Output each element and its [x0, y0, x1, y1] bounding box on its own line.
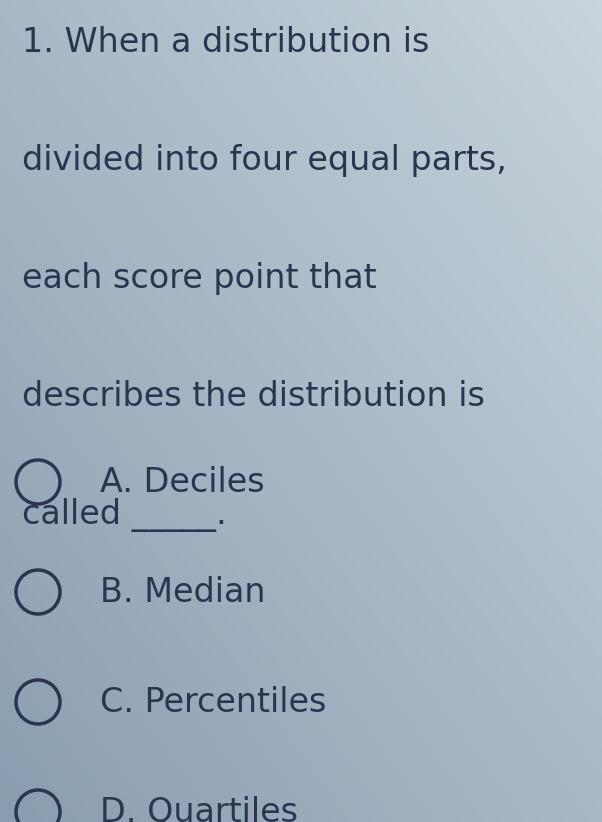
Text: 1. When a distribution is: 1. When a distribution is — [22, 26, 429, 59]
Text: D. Quartiles: D. Quartiles — [100, 796, 298, 822]
Text: divided into four equal parts,: divided into four equal parts, — [22, 144, 507, 177]
Text: A. Deciles: A. Deciles — [100, 465, 265, 498]
Text: describes the distribution is: describes the distribution is — [22, 380, 485, 413]
Text: each score point that: each score point that — [22, 262, 377, 295]
Text: called _____.: called _____. — [22, 498, 227, 532]
Text: B. Median: B. Median — [100, 575, 265, 608]
Text: C. Percentiles: C. Percentiles — [100, 686, 326, 718]
